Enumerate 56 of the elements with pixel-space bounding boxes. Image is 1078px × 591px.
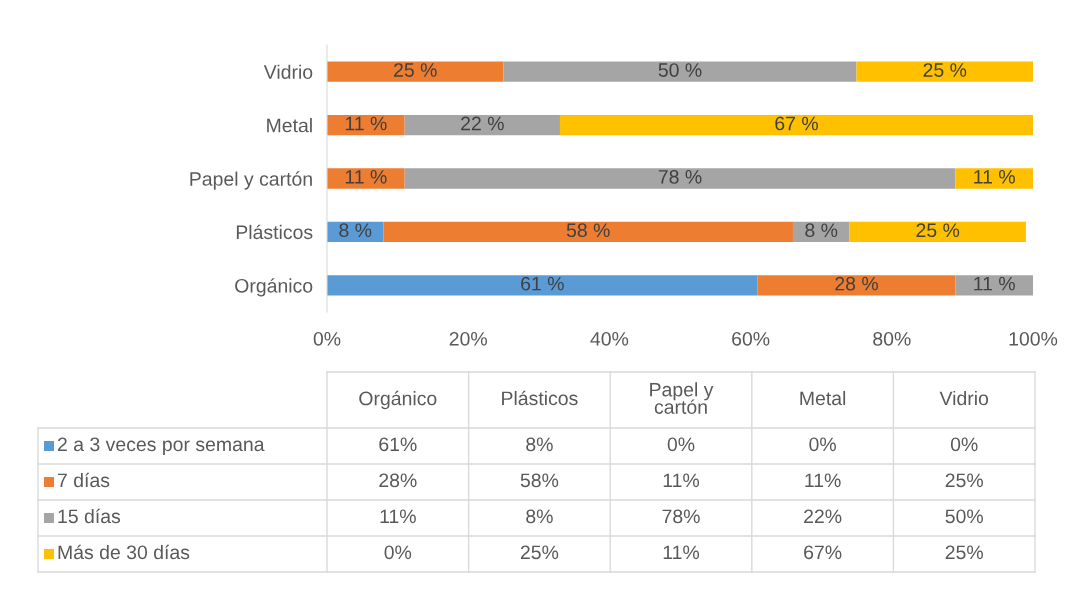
x-tick-label: 80%: [873, 331, 911, 346]
x-tick-label: 100%: [1009, 331, 1058, 346]
text: 0%: [667, 437, 695, 452]
text: 0%: [809, 437, 836, 452]
legend-label: 2 a 3 veces por semana: [57, 437, 265, 456]
data-label: 25 %: [394, 63, 437, 77]
x-tick-label: 0%: [313, 331, 341, 346]
category-label: Metal: [800, 390, 846, 406]
legend-label: Más de 30 días: [58, 544, 190, 560]
data-label: 8 %: [339, 223, 372, 238]
data-label: 67 %: [775, 116, 818, 131]
x-tick-label: 40%: [590, 331, 629, 346]
text: 67%: [804, 545, 842, 560]
y-tick-label: Papel y cartón: [190, 171, 312, 190]
data-label: 58 %: [566, 223, 610, 238]
y-tick-label: Plásticos: [236, 224, 313, 240]
text: 8%: [526, 437, 553, 452]
y-tick-label: Vidrio: [263, 64, 313, 79]
category-label: Vidrio: [939, 390, 989, 406]
text: 25%: [520, 545, 559, 560]
y-tick-label: Metal: [267, 118, 312, 133]
data-label: 78 %: [658, 169, 702, 184]
data-label: 11 %: [974, 170, 1015, 184]
data-label: 8 %: [805, 223, 838, 238]
data-label: 11 %: [345, 170, 387, 184]
data-label: 28 %: [835, 276, 878, 291]
text: 58%: [520, 473, 559, 488]
y-tick-label: Orgánico: [235, 278, 313, 297]
text: 11%: [805, 473, 841, 488]
text: 11%: [380, 509, 416, 524]
category-label: Plásticos: [502, 390, 578, 406]
text: 78%: [662, 509, 700, 524]
text: 0%: [384, 545, 412, 560]
text: 61%: [379, 437, 417, 452]
text: 8%: [526, 509, 553, 524]
text: 11%: [663, 545, 700, 560]
data-label: 61 %: [521, 276, 564, 291]
legend-label: 7 días: [58, 472, 110, 488]
text: 0%: [950, 437, 978, 452]
data-label: 50 %: [658, 63, 702, 77]
x-tick-label: 20%: [449, 331, 487, 346]
x-tick-label: 60%: [732, 331, 770, 346]
data-label: 22 %: [461, 116, 504, 131]
text: 11%: [663, 473, 700, 488]
text: 25%: [945, 473, 983, 488]
category-label: Papel y cartón: [650, 382, 714, 414]
category-label: Orgánico: [359, 390, 437, 410]
data-label: 25 %: [916, 223, 960, 238]
data-label: 25 %: [923, 63, 967, 77]
text: 50%: [945, 509, 983, 524]
text: 22%: [804, 509, 842, 524]
text: 28%: [379, 473, 417, 488]
text: 25%: [945, 545, 983, 560]
data-label: 11 %: [974, 276, 1015, 291]
legend-label: 15 días: [58, 508, 121, 524]
data-label: 11 %: [345, 116, 387, 131]
